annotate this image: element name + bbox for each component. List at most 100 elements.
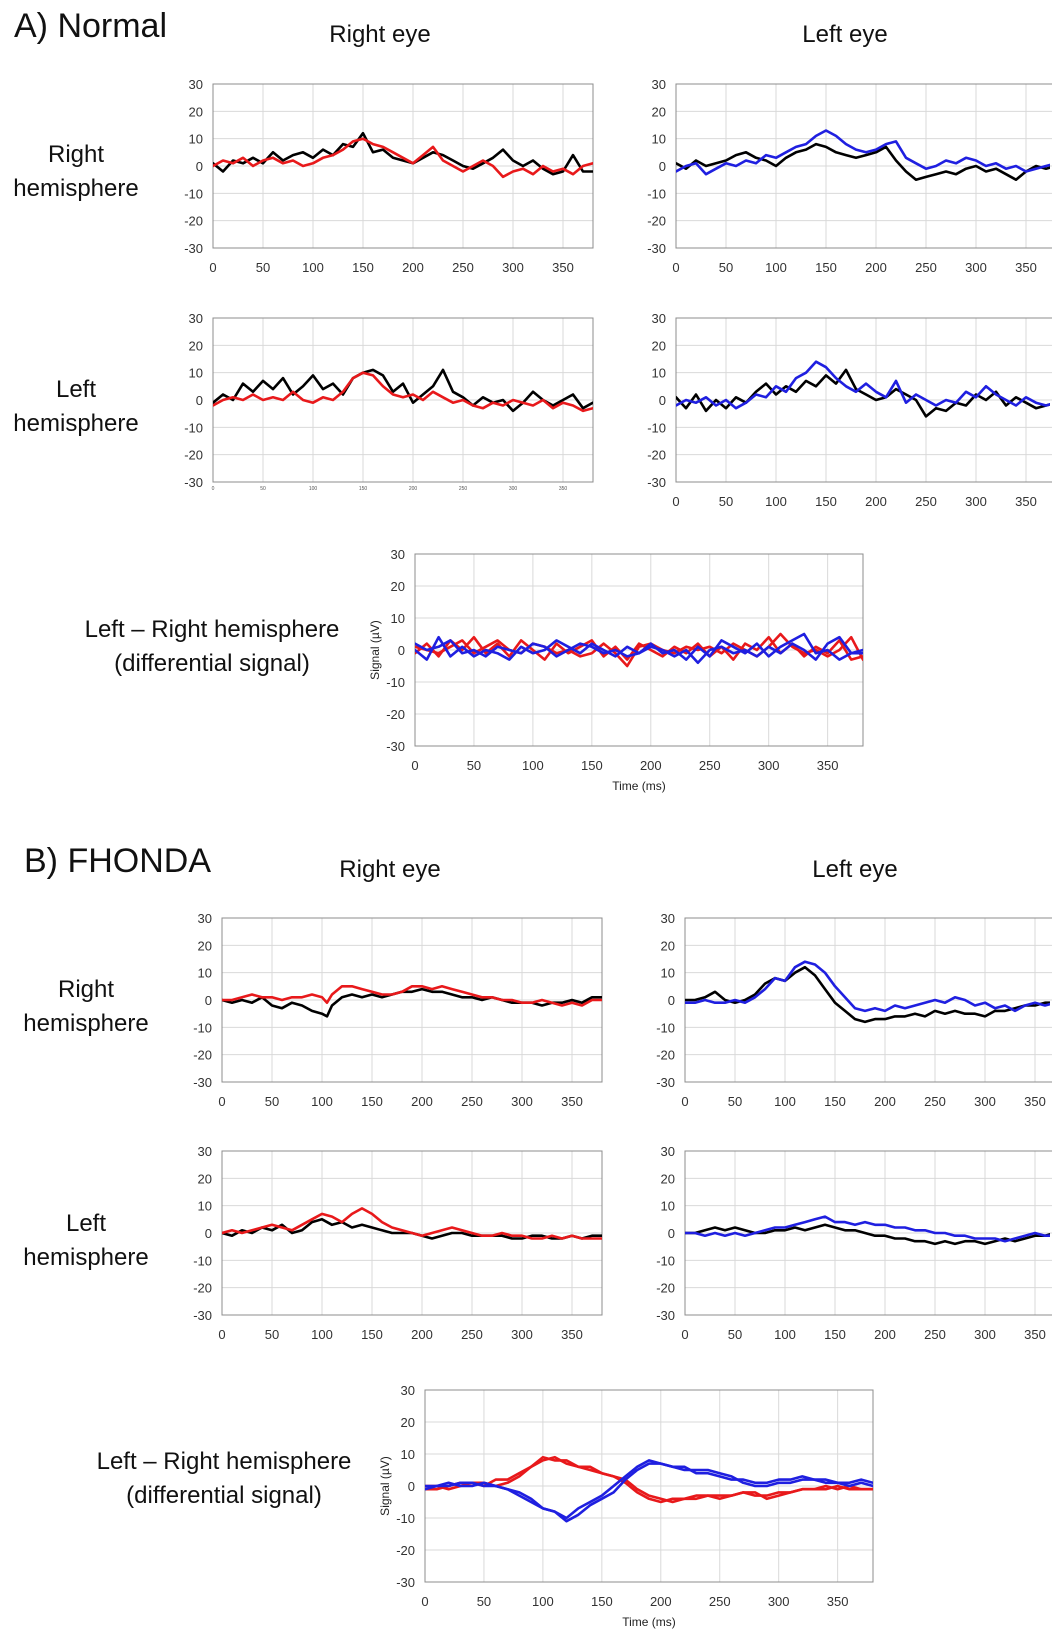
x-tick-label: 200 xyxy=(411,1327,433,1342)
y-tick-label: 10 xyxy=(652,132,666,147)
y-tick-label: 20 xyxy=(661,938,675,953)
y-axis-title: Signal (µV) xyxy=(378,1456,392,1516)
plot-frame xyxy=(212,317,594,483)
y-tick-label: 0 xyxy=(659,159,666,174)
x-tick-label: 350 xyxy=(559,486,568,492)
x-tick-label: 0 xyxy=(421,1594,428,1609)
x-tick-label: 350 xyxy=(1024,1327,1046,1342)
y-tick-label: 10 xyxy=(198,966,212,981)
series-trace-1 xyxy=(222,985,602,1007)
series-trace-3 xyxy=(415,635,863,665)
y-tick-label: -10 xyxy=(184,420,203,435)
x-tick-label: 200 xyxy=(409,486,418,492)
y-tick-label: 30 xyxy=(189,77,203,92)
y-tick-label: -10 xyxy=(656,1253,675,1268)
x-tick-label: 50 xyxy=(728,1094,742,1109)
series-trace-0 xyxy=(676,368,1050,418)
series-trace-1 xyxy=(213,371,593,413)
y-tick-label: 20 xyxy=(661,1171,675,1186)
section-b-row-right-hemisphere-line1: Right xyxy=(58,976,114,1003)
x-tick-label: 100 xyxy=(522,758,544,773)
y-tick-label: -10 xyxy=(193,1253,212,1268)
y-tick-label: -30 xyxy=(396,1575,415,1590)
x-tick-label: 100 xyxy=(774,1094,796,1109)
x-tick-label: 100 xyxy=(765,260,787,275)
y-tick-label: 10 xyxy=(189,132,203,147)
section-a-title: A) Normal xyxy=(14,7,167,45)
x-tick-label: 50 xyxy=(265,1094,279,1109)
x-tick-label: 200 xyxy=(411,1094,433,1109)
x-tick-label: 50 xyxy=(256,260,270,275)
x-tick-label: 300 xyxy=(511,1327,533,1342)
section-b-title: B) FHONDA xyxy=(24,842,211,880)
x-tick-label: 0 xyxy=(411,758,418,773)
y-tick-label: 20 xyxy=(391,579,405,594)
x-tick-label: 250 xyxy=(461,1094,483,1109)
x-tick-label: 250 xyxy=(915,494,937,509)
x-tick-label: 150 xyxy=(352,260,374,275)
x-tick-label: 300 xyxy=(965,494,987,509)
series-trace-0 xyxy=(222,1218,602,1240)
y-tick-label: -30 xyxy=(656,1308,675,1323)
y-tick-label: 30 xyxy=(391,547,405,562)
y-tick-label: 30 xyxy=(652,311,666,326)
y-tick-label: -10 xyxy=(647,420,666,435)
y-tick-label: -10 xyxy=(184,186,203,201)
y-tick-label: 30 xyxy=(198,911,212,926)
x-tick-label: 150 xyxy=(591,1594,613,1609)
y-tick-label: 10 xyxy=(391,611,405,626)
series-trace-0 xyxy=(222,987,602,1018)
x-tick-label: 0 xyxy=(672,260,679,275)
x-tick-label: 200 xyxy=(865,494,887,509)
y-tick-label: 0 xyxy=(398,643,405,658)
x-tick-label: 350 xyxy=(561,1327,583,1342)
y-tick-label: -20 xyxy=(396,1543,415,1558)
x-tick-label: 350 xyxy=(1015,260,1037,275)
section-b-col-left-eye: Left eye xyxy=(812,856,897,883)
x-tick-label: 100 xyxy=(302,260,324,275)
y-tick-label: -10 xyxy=(386,675,405,690)
x-tick-label: 0 xyxy=(681,1327,688,1342)
section-b-col-right-eye: Right eye xyxy=(339,856,440,883)
series-trace-0 xyxy=(685,965,1050,1024)
section-a-row-right-hemisphere-line1: Right xyxy=(48,141,104,168)
x-tick-label: 300 xyxy=(974,1327,996,1342)
x-tick-label: 150 xyxy=(361,1327,383,1342)
y-tick-label: -30 xyxy=(193,1308,212,1323)
y-tick-label: 20 xyxy=(189,104,203,119)
y-axis-title: Signal (µV) xyxy=(368,620,382,680)
y-tick-label: 30 xyxy=(661,1144,675,1159)
series-trace-1 xyxy=(676,129,1050,176)
y-tick-label: 30 xyxy=(401,1383,415,1398)
y-tick-label: -30 xyxy=(184,475,203,490)
x-tick-label: 200 xyxy=(640,758,662,773)
plot-frame xyxy=(675,83,1052,249)
y-tick-label: 10 xyxy=(661,966,675,981)
x-tick-label: 100 xyxy=(765,494,787,509)
x-tick-label: 0 xyxy=(209,260,216,275)
x-tick-label: 200 xyxy=(865,260,887,275)
y-tick-label: -20 xyxy=(193,1281,212,1296)
section-a-row-right-hemisphere-line2: hemisphere xyxy=(13,175,138,202)
series-trace-1 xyxy=(685,1215,1050,1243)
x-tick-label: 250 xyxy=(452,260,474,275)
x-tick-label: 50 xyxy=(467,758,481,773)
section-a-col-left-eye: Left eye xyxy=(802,21,887,48)
y-tick-label: 0 xyxy=(659,393,666,408)
x-axis-title: Time (ms) xyxy=(612,779,666,793)
x-tick-label: 50 xyxy=(719,260,733,275)
x-tick-label: 100 xyxy=(309,486,318,492)
y-tick-label: 20 xyxy=(198,1171,212,1186)
y-tick-label: -30 xyxy=(647,475,666,490)
y-tick-label: -20 xyxy=(647,448,666,463)
series-trace-0 xyxy=(213,131,593,176)
x-tick-label: 200 xyxy=(650,1594,672,1609)
x-tick-label: 300 xyxy=(965,260,987,275)
x-axis-title: Time (ms) xyxy=(622,1615,676,1629)
series-trace-2 xyxy=(425,1462,873,1523)
section-a-col-right-eye: Right eye xyxy=(329,21,430,48)
section-a-row-left-hemisphere-line2: hemisphere xyxy=(13,410,138,437)
